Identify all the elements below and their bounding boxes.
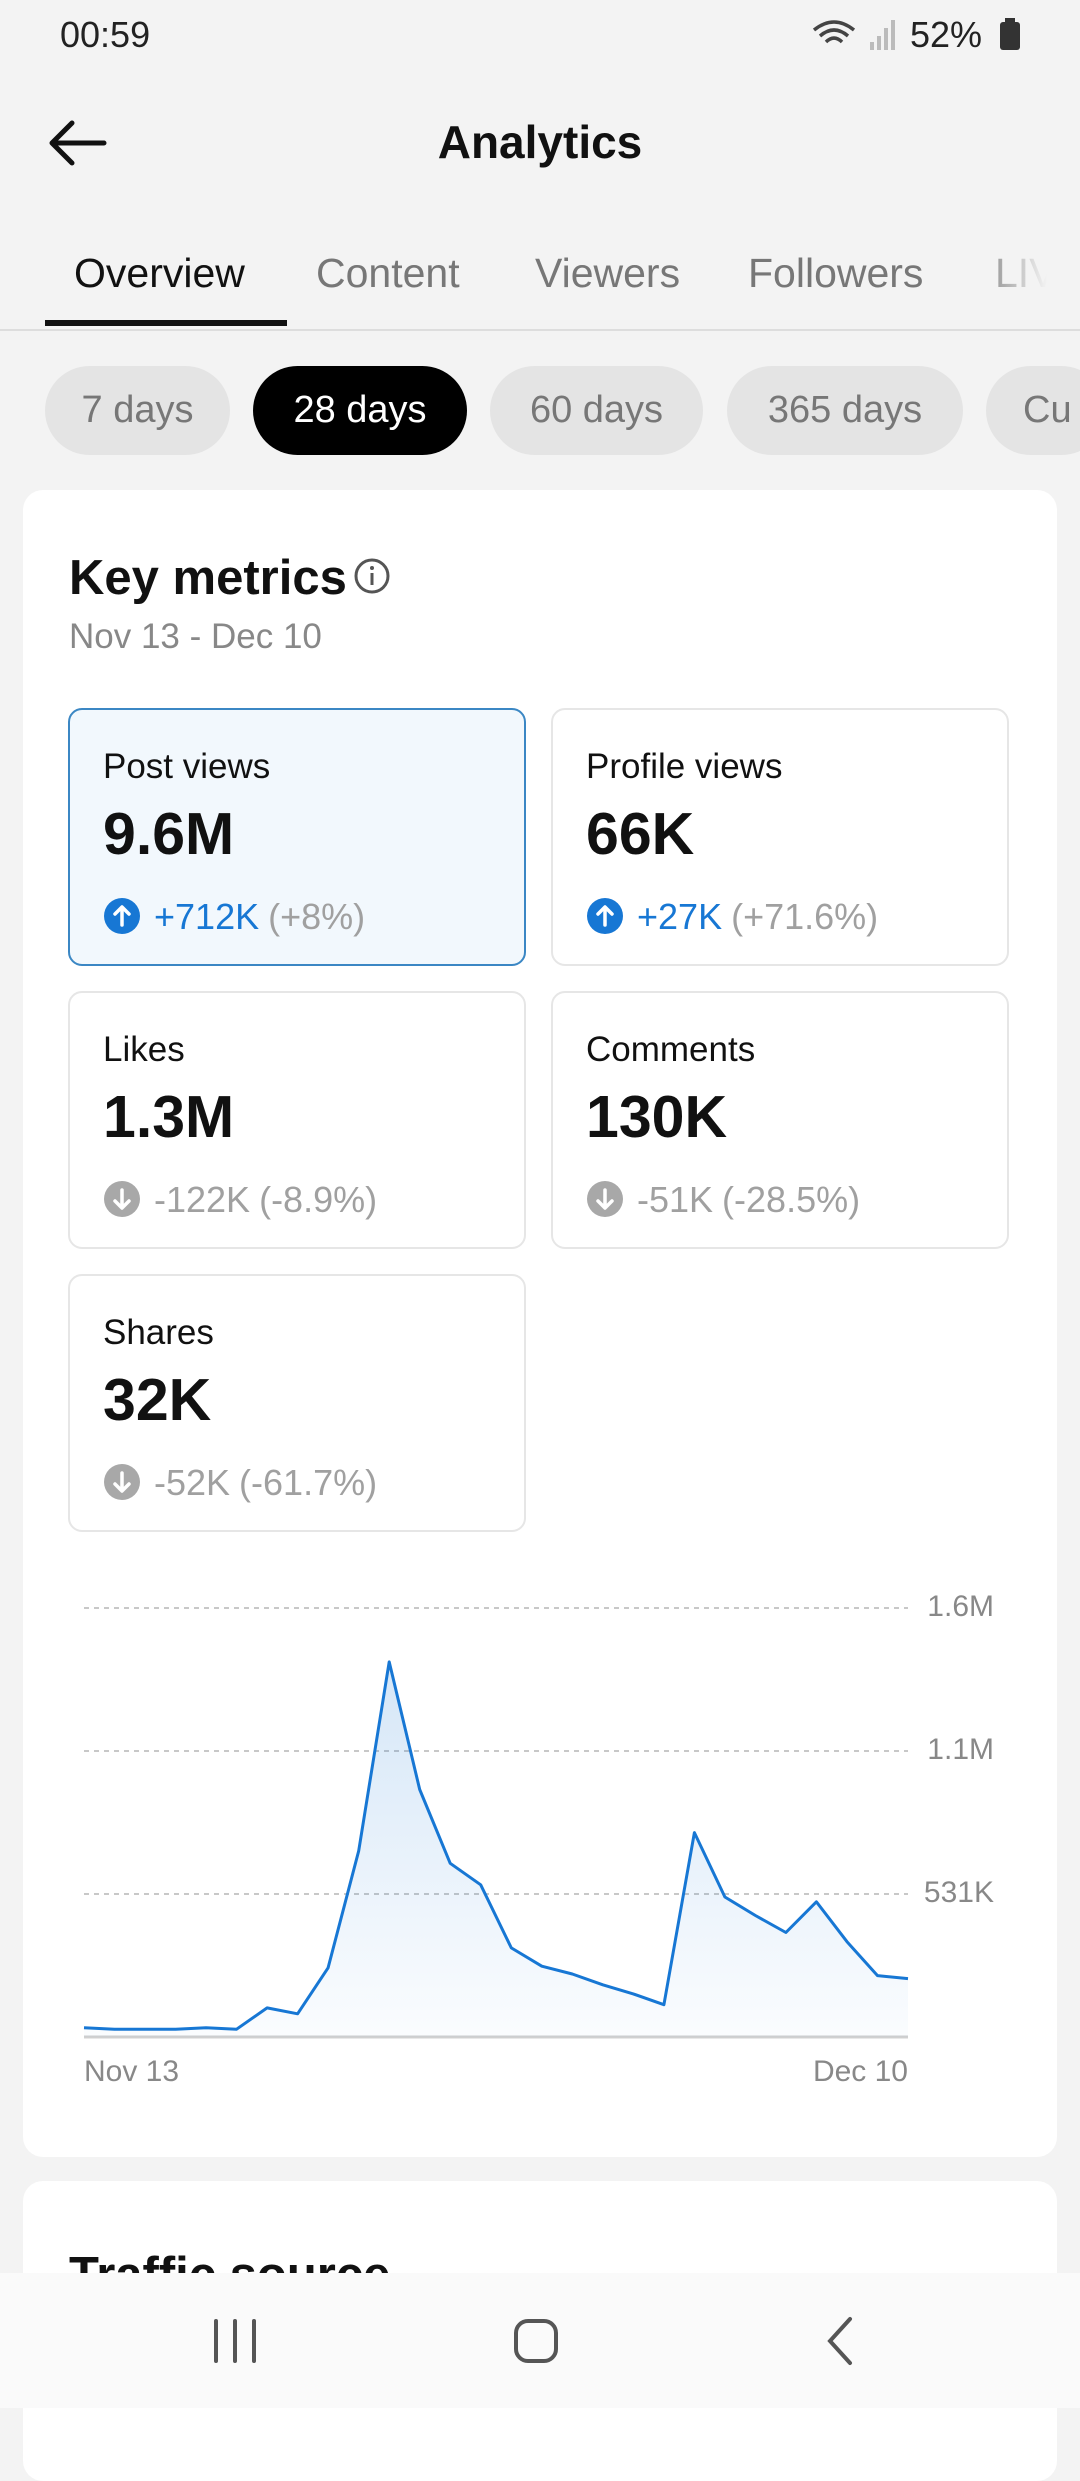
metric-card[interactable]: Shares 32K -52K (-61.7%) bbox=[68, 1274, 526, 1532]
metric-percent: (-61.7%) bbox=[239, 1462, 378, 1503]
metric-change: +27K bbox=[637, 896, 723, 937]
tab[interactable]: Followers bbox=[748, 250, 924, 296]
area bbox=[84, 1661, 908, 2037]
screen: 00:59 52% Analytics Overview Content Viewe… bbox=[0, 14, 1080, 2481]
section-title: Key metrics bbox=[69, 551, 347, 605]
range-chip[interactable]: Cu bbox=[986, 366, 1080, 455]
metric-label: Profile views bbox=[586, 747, 783, 786]
metric-card[interactable]: Post views 9.6M +712K (+8%) bbox=[68, 708, 526, 966]
range-chip[interactable]: 7 days bbox=[45, 366, 230, 455]
trend-arrow bbox=[113, 1471, 131, 1493]
metric-percent: (-28.5%) bbox=[722, 1179, 861, 1220]
tab-indicator bbox=[45, 320, 287, 326]
metric-change-row: -51K (-28.5%) bbox=[637, 1179, 860, 1221]
metric-change-row: +712K (+8%) bbox=[154, 896, 365, 938]
range-chip[interactable]: 28 days bbox=[253, 366, 467, 455]
signal-icons bbox=[812, 20, 895, 50]
trend-icon bbox=[104, 898, 140, 934]
date-range: Nov 13 - Dec 10 bbox=[69, 617, 322, 656]
back[interactable] bbox=[827, 2317, 852, 2365]
tab-divider bbox=[0, 329, 1080, 331]
y-tick-label: 1.1M bbox=[927, 1733, 994, 1766]
metric-change: +712K bbox=[154, 896, 260, 937]
status-time: 00:59 bbox=[60, 14, 151, 55]
info-icon[interactable] bbox=[352, 556, 392, 596]
tab[interactable]: Content bbox=[316, 250, 460, 296]
line bbox=[83, 1660, 909, 2031]
line-chart: 531K 1.1M 1.6M Nov 13 Dec 10 bbox=[83, 1590, 994, 2088]
metric-value: 32K bbox=[103, 1367, 212, 1433]
metric-label: Comments bbox=[586, 1030, 756, 1069]
x-tick-label: Dec 10 bbox=[813, 2055, 908, 2088]
battery-level: 52% bbox=[910, 14, 983, 55]
metric-value: 1.3M bbox=[103, 1084, 235, 1150]
key-metrics-card: Key metrics Nov 13 - Dec 10 Post views 9.… bbox=[23, 490, 1057, 2157]
y-tick-label: 531K bbox=[924, 1876, 994, 1909]
range-chip[interactable]: 60 days bbox=[490, 366, 703, 455]
metric-percent: (+8%) bbox=[268, 896, 366, 937]
metric-label: Post views bbox=[103, 747, 271, 786]
metric-change: -51K bbox=[637, 1179, 714, 1220]
metric-percent: (-8.9%) bbox=[259, 1179, 378, 1220]
metric-value: 66K bbox=[586, 801, 695, 867]
metric-change: -122K bbox=[154, 1179, 251, 1220]
metric-percent: (+71.6%) bbox=[731, 896, 879, 937]
trend-arrow bbox=[113, 1188, 131, 1210]
trend-arrow bbox=[596, 1188, 614, 1210]
page-title: Analytics bbox=[437, 116, 643, 168]
metric-value: 9.6M bbox=[103, 801, 235, 867]
trend-icon bbox=[104, 1464, 140, 1500]
metric-change-row: +27K (+71.6%) bbox=[637, 896, 878, 938]
range-chip[interactable]: 365 days bbox=[727, 366, 963, 455]
trend-icon bbox=[587, 1181, 623, 1217]
tab[interactable]: Viewers bbox=[535, 250, 681, 296]
metric-change: -52K bbox=[154, 1462, 231, 1503]
back-button[interactable] bbox=[46, 118, 110, 168]
x-tick-label: Nov 13 bbox=[84, 2055, 179, 2088]
metric-change-row: -122K (-8.9%) bbox=[154, 1179, 377, 1221]
nav-icons bbox=[214, 2317, 852, 2365]
trend-arrow bbox=[596, 905, 614, 927]
metric-card[interactable]: Comments 130K -51K (-28.5%) bbox=[551, 991, 1009, 1249]
metric-change-row: -52K (-61.7%) bbox=[154, 1462, 377, 1504]
tab-fade bbox=[970, 215, 1080, 325]
metric-value: 130K bbox=[586, 1084, 728, 1150]
battery-icon bbox=[1000, 18, 1020, 50]
trend-icon bbox=[587, 898, 623, 934]
trend-arrow bbox=[113, 905, 131, 927]
metric-card[interactable]: Likes 1.3M -122K (-8.9%) bbox=[68, 991, 526, 1249]
tab[interactable]: Overview bbox=[74, 250, 245, 296]
nav-bar bbox=[0, 2273, 1080, 2408]
recent-apps[interactable] bbox=[214, 2319, 256, 2363]
metric-card[interactable]: Profile views 66K +27K (+71.6%) bbox=[551, 708, 1009, 966]
metric-label: Shares bbox=[103, 1313, 214, 1352]
home[interactable] bbox=[514, 2319, 558, 2363]
trend-icon bbox=[104, 1181, 140, 1217]
metric-label: Likes bbox=[103, 1030, 185, 1069]
y-tick-label: 1.6M bbox=[927, 1590, 994, 1623]
